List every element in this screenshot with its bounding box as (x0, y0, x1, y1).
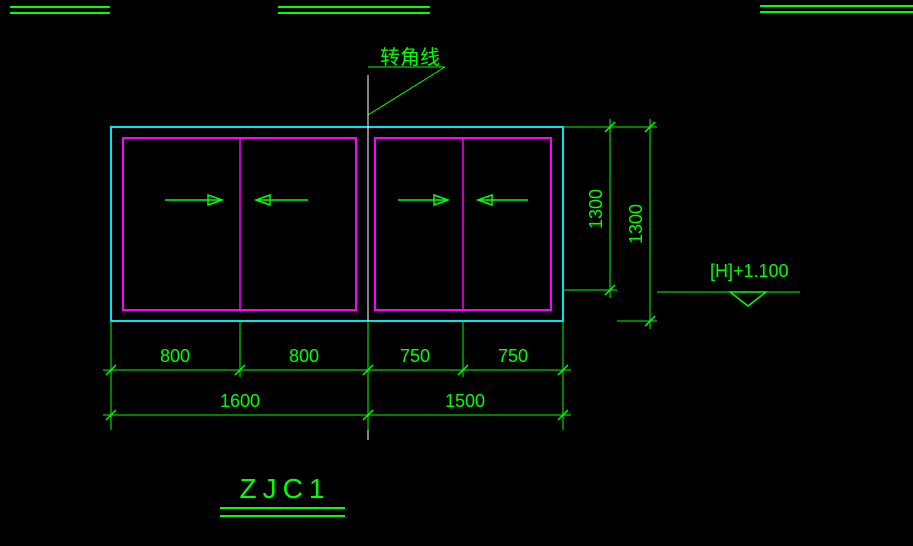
dim-label: 800 (289, 346, 319, 366)
dim-label-vertical: 1300 (626, 204, 646, 244)
dim-label: 1600 (220, 391, 260, 411)
drawing-title: ZJC1 (240, 473, 331, 504)
outer-boundary (111, 127, 563, 321)
dim-label: 1500 (445, 391, 485, 411)
corner-line-label: 转角线 (380, 46, 440, 69)
elevation-triangle-icon (730, 292, 766, 306)
dim-label-vertical: 1300 (586, 189, 606, 229)
cad-diagram: 转角线 800 800 750 750 1600 1500 1300 1300 [H]+1.100… (0, 0, 913, 546)
dim-label: 750 (498, 346, 528, 366)
dim-label: 800 (160, 346, 190, 366)
dim-label: 750 (400, 346, 430, 366)
corner-leader (368, 67, 445, 115)
elevation-label: [H]+1.100 (710, 261, 789, 281)
